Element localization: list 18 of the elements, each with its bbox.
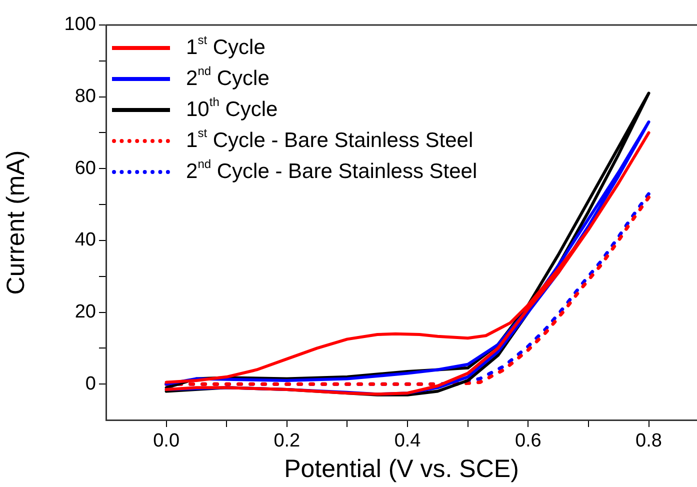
x-tick-label: 0.6 bbox=[514, 430, 542, 452]
y-tick-label: 100 bbox=[64, 14, 96, 36]
x-axis-title: Potential (V vs. SCE) bbox=[284, 454, 519, 483]
y-tick-label: 60 bbox=[74, 158, 96, 179]
x-tick-label: 0.0 bbox=[153, 430, 180, 452]
y-tick-label: 80 bbox=[74, 86, 96, 108]
x-tick-label: 0.2 bbox=[274, 430, 300, 452]
x-tick-label: 0.8 bbox=[636, 430, 662, 452]
y-tick-label: 0 bbox=[85, 373, 96, 394]
legend-label: 1$^{st}$ Cycle bbox=[186, 32, 266, 61]
y-tick-label: 40 bbox=[74, 230, 96, 251]
legend-label: 2$^{nd}$ Cycle bbox=[186, 63, 270, 92]
y-axis-title: Current (mA) bbox=[2, 150, 30, 295]
legend-label: 10$^{th}$ Cycle bbox=[186, 94, 278, 123]
x-tick-label: 0.4 bbox=[394, 430, 422, 452]
legend-label: 2$^{nd}$ Cycle - Bare Stainless Steel bbox=[186, 156, 478, 185]
y-tick-label: 20 bbox=[74, 302, 96, 323]
legend-label: 1$^{st}$ Cycle - Bare Stainless Steel bbox=[186, 125, 474, 154]
